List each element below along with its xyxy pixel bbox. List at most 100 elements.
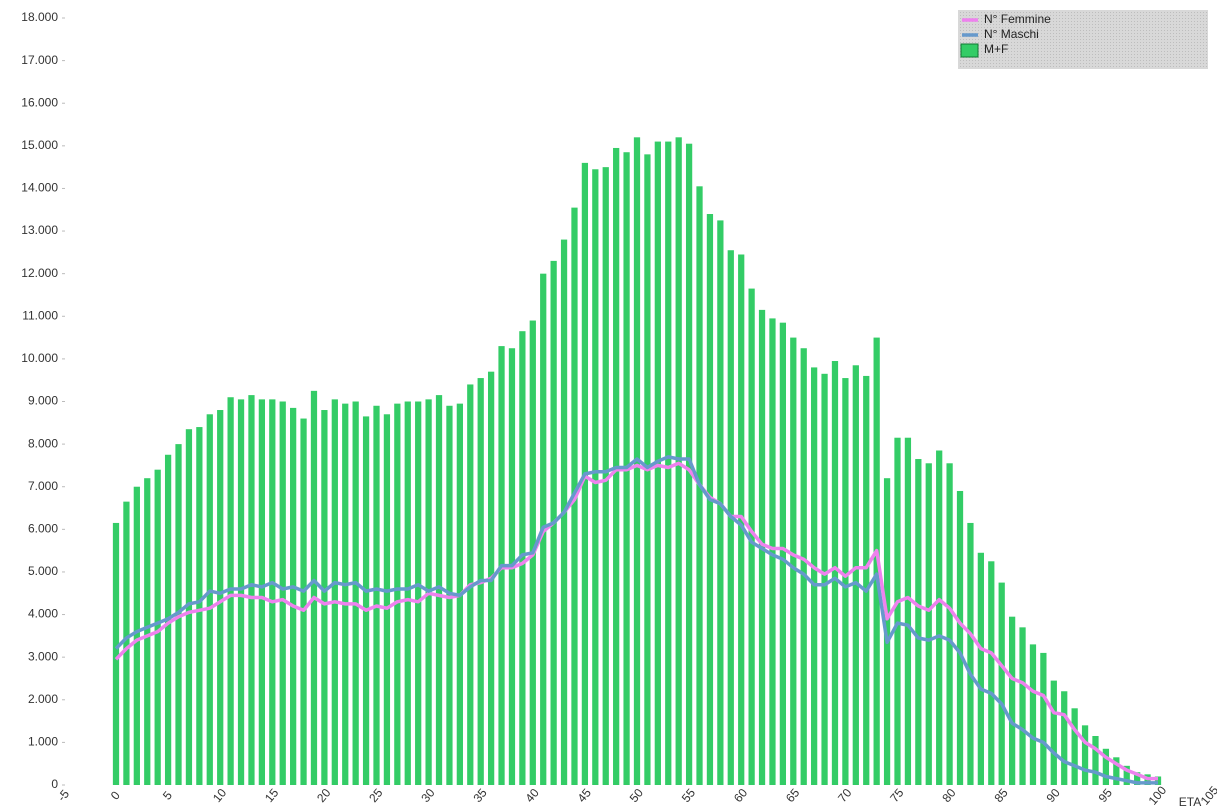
bar — [790, 337, 797, 785]
x-tick-label: 75 — [887, 786, 907, 805]
x-tick-label: 60 — [731, 786, 751, 805]
bar — [415, 401, 422, 785]
bar — [821, 373, 828, 785]
y-tick-label: 12.000 — [21, 266, 58, 280]
bar — [1123, 765, 1130, 785]
line — [114, 461, 1158, 781]
y-tick-label: 9.000 — [28, 394, 58, 408]
bar — [331, 399, 338, 785]
bar — [112, 522, 120, 785]
y-tick-label: 6.000 — [28, 522, 58, 536]
bar — [956, 490, 964, 785]
bar — [811, 367, 818, 785]
bar — [998, 582, 1005, 785]
y-tick-label: 3.000 — [28, 649, 58, 663]
bar — [1008, 616, 1016, 785]
bar — [123, 501, 130, 785]
bar — [352, 401, 359, 785]
bar — [936, 450, 943, 785]
bar — [519, 331, 526, 785]
bar — [748, 288, 755, 785]
bar — [237, 399, 245, 785]
x-tick-label: 35 — [470, 786, 490, 805]
bar — [1134, 772, 1141, 785]
x-tick-label: 45 — [575, 786, 595, 805]
x-tick-label: 90 — [1044, 786, 1064, 805]
y-tick-label: 5.000 — [28, 564, 58, 578]
bar — [227, 397, 234, 785]
bar — [769, 318, 776, 785]
x-tick-label: 10 — [210, 786, 230, 805]
bar — [206, 414, 213, 785]
x-tick-label: 15 — [262, 786, 282, 805]
x-tick-label: 65 — [783, 786, 803, 805]
bar — [1102, 748, 1110, 785]
bar — [1154, 776, 1162, 785]
bar — [144, 478, 151, 785]
bar — [404, 401, 411, 785]
legend-label: N° Maschi — [984, 27, 1039, 41]
bar — [967, 522, 974, 785]
bar — [1071, 708, 1078, 785]
bar — [977, 552, 984, 785]
y-tick-label: 17.000 — [21, 53, 58, 67]
legend-label: M+F — [984, 42, 1008, 56]
line — [114, 455, 1158, 785]
bar — [665, 141, 672, 786]
y-tick-label: 13.000 — [21, 223, 58, 237]
bar — [300, 418, 307, 785]
bar — [175, 444, 182, 785]
bar — [446, 405, 453, 785]
legend-swatch — [960, 43, 979, 58]
x-tick-label: 80 — [939, 786, 959, 805]
x-tick-label: 25 — [366, 786, 386, 805]
bar — [310, 390, 318, 785]
y-tick-label: 14.000 — [21, 181, 58, 195]
bar — [269, 399, 276, 785]
x-tick-label: 50 — [627, 786, 647, 805]
bar — [1081, 725, 1089, 785]
y-tick-label: 15.000 — [21, 138, 58, 152]
bar — [904, 437, 912, 785]
bar — [852, 365, 859, 785]
bar — [602, 167, 609, 785]
bar — [675, 137, 682, 786]
bar — [196, 427, 203, 785]
x-tick-label: 30 — [418, 786, 438, 805]
x-tick-label: 70 — [835, 786, 855, 805]
x-tick-label: 20 — [314, 786, 334, 805]
bar — [1113, 757, 1120, 785]
bar — [383, 414, 391, 785]
bar — [1092, 735, 1099, 785]
x-tick-label: 100 — [1146, 783, 1170, 808]
bar — [362, 416, 370, 785]
x-tick-label: 95 — [1096, 786, 1116, 805]
bar — [1029, 644, 1037, 785]
y-tick-label: 18.000 — [21, 10, 58, 24]
bar — [915, 459, 922, 785]
bar — [321, 410, 328, 785]
bar — [394, 403, 401, 785]
y-tick-label: 4.000 — [28, 607, 58, 621]
legend-box — [958, 10, 1208, 69]
x-tick-label: 55 — [679, 786, 699, 805]
bar — [894, 437, 901, 785]
bar — [248, 395, 255, 785]
y-tick-label: 2.000 — [28, 692, 58, 706]
y-tick-label: 7.000 — [28, 479, 58, 493]
bar — [1019, 627, 1026, 785]
bar — [800, 348, 807, 785]
bar — [435, 395, 443, 785]
bar — [279, 401, 286, 785]
bar — [842, 378, 849, 785]
bar — [831, 361, 839, 785]
x-tick-label: 85 — [991, 786, 1011, 805]
legend-label: N° Femmine — [984, 12, 1051, 26]
x-tick-label: 0 — [108, 788, 123, 802]
bar — [738, 254, 745, 785]
bar — [863, 375, 870, 785]
bar — [1061, 691, 1068, 785]
bar — [685, 143, 693, 786]
x-axis-label: ETA — [1179, 795, 1201, 809]
